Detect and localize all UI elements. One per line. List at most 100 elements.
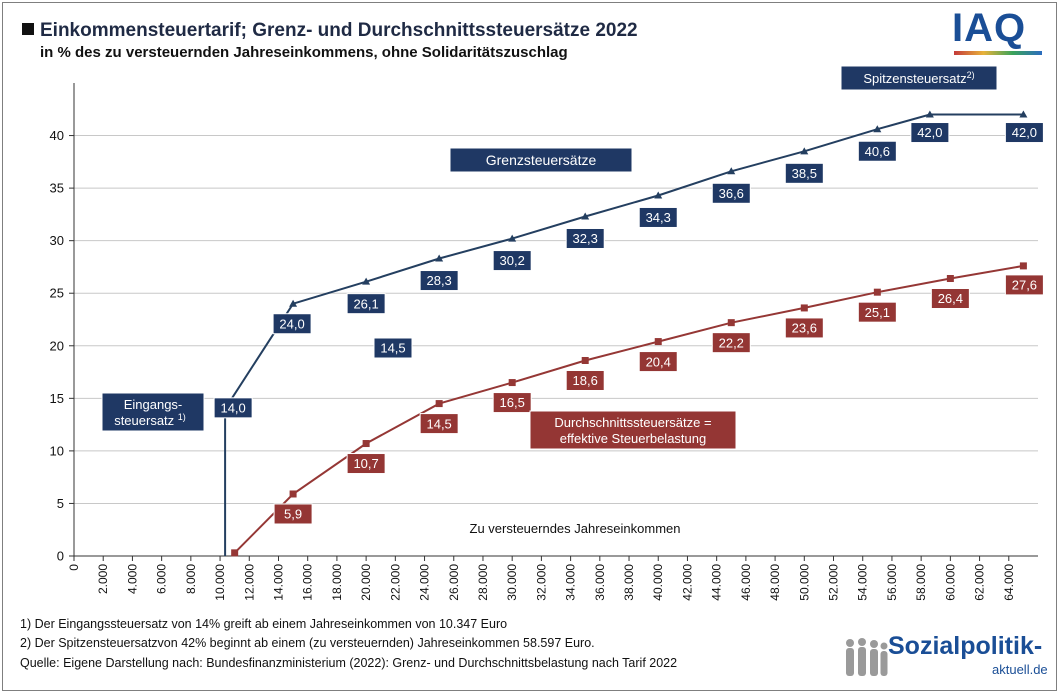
y-tick-label-25: 25 — [50, 286, 64, 301]
durchschnitt-value-label-8-text: 23,6 — [792, 321, 817, 336]
grenz-value-label-3-box — [346, 293, 386, 315]
durchschnitt-value-label-3: 14,5 — [419, 413, 459, 435]
durchschnitt-value-label-11: 27,6 — [1004, 274, 1044, 296]
grenz-value-label-12-box — [1004, 122, 1044, 144]
x-tick-label-22: 44.000 — [710, 564, 724, 601]
grenz-value-label-9-text: 38,5 — [792, 166, 817, 181]
x-tick-label-31: 62.000 — [973, 564, 987, 601]
x-tick-label-25: 50.000 — [797, 564, 811, 601]
grenz-value-label-9-box — [784, 162, 824, 184]
grenz-value-label-12: 42,0 — [1004, 122, 1044, 144]
grenz-value-label-6-text: 32,3 — [573, 231, 598, 246]
x-tick-label-17: 34.000 — [564, 564, 578, 601]
x-tick-label-1: 2.000 — [96, 564, 110, 594]
x-tick-label-11: 22.000 — [388, 564, 402, 601]
durchschnitt-value-label-5-text: 18,6 — [573, 373, 598, 388]
x-tick-label-19: 38.000 — [622, 564, 636, 601]
grenz-value-label-8-box — [711, 182, 751, 204]
eingang-label-line1: Eingangs- — [124, 397, 183, 412]
durchschnitt-marker-5 — [581, 356, 589, 364]
durchschnitt-value-label-3-text: 14,5 — [426, 416, 451, 431]
footnote-2: 2) Der Spitzensteuersatzvon 42% beginnt … — [20, 636, 595, 650]
durchschnitt-series-label: Durchschnittssteuersätze =effektive Steu… — [529, 410, 737, 450]
grenz-value-label-1-box — [213, 397, 253, 419]
durchschnitt-value-label-2: 10,7 — [346, 453, 386, 475]
grenz-value-label-1-text: 14,0 — [220, 401, 245, 416]
x-tick-label-15: 30.000 — [505, 564, 519, 601]
durchschnitt-value-label-10-box — [930, 288, 970, 310]
x-tick-label-5: 10.000 — [213, 564, 227, 601]
iaq-logo-underline — [954, 51, 1042, 55]
footnote-1: 1) Der Eingangssteuersatz von 14% greift… — [20, 617, 508, 631]
y-tick-label-5: 5 — [57, 496, 64, 511]
grenz-value-label-8-text: 36,6 — [719, 186, 744, 201]
x-tick-label-20: 40.000 — [651, 564, 665, 601]
durchschnitt-series-label-line2: effektive Steuerbelastung — [560, 431, 706, 446]
durchschnitt-value-label-9: 25,1 — [857, 301, 897, 323]
durchschnitt-marker-8 — [800, 304, 808, 312]
x-tick-label-3: 6.000 — [155, 564, 169, 594]
durchschnitt-marker-3 — [435, 400, 443, 408]
x-tick-label-18: 36.000 — [593, 564, 607, 601]
iaq-logo: IAQ — [952, 6, 1027, 50]
x-tick-label-27: 54.000 — [856, 564, 870, 601]
durchschnitt-value-label-9-text: 25,1 — [865, 305, 890, 320]
durchschnitt-marker-6 — [654, 338, 662, 346]
durchschnitt-value-label-7: 22,2 — [711, 332, 751, 354]
durchschnitt-series-label-line1: Durchschnittssteuersätze = — [554, 415, 711, 430]
durchschnitt-value-label-3-box — [419, 413, 459, 435]
x-tick-label-13: 26.000 — [447, 564, 461, 601]
grenz-marker-11 — [925, 110, 934, 118]
y-tick-label-30: 30 — [50, 233, 64, 248]
y-tick-label-20: 20 — [50, 338, 64, 353]
durchschnitt-value-label-1-text: 5,9 — [284, 507, 302, 522]
grenz-value-label-10: 40,6 — [857, 140, 897, 162]
spitzen-label-sup: 2) — [967, 70, 975, 80]
durchschnitt-marker-2 — [362, 440, 370, 448]
grenz-marker-3 — [362, 277, 371, 285]
durchschnitt-value-label-1-box — [273, 503, 313, 525]
durchschnitt-value-label-6-text: 20,4 — [646, 354, 671, 369]
x-tick-label-4: 8.000 — [184, 564, 198, 594]
durchschnitt-value-label-10: 26,4 — [930, 288, 970, 310]
grenz-value-label-4: 28,3 — [419, 270, 459, 292]
grenz-value-label-7-text: 34,3 — [646, 210, 671, 225]
grenz-value-label-6-box — [565, 227, 605, 249]
durchschnitt-marker-1 — [289, 490, 297, 498]
spitzen-label-box — [840, 65, 998, 91]
durchschnitt-marker-10 — [946, 275, 954, 283]
brand-name: Sozialpolitik- — [888, 632, 1043, 660]
grenz-series-label-box — [449, 147, 633, 173]
grenz-value-label-12-text: 42,0 — [1012, 125, 1037, 140]
grenz-value-label-11-text: 42,0 — [917, 125, 942, 140]
grenz-marker-9 — [800, 147, 809, 155]
x-tick-label-28: 56.000 — [885, 564, 899, 601]
durchschnitt-value-label-8: 23,6 — [784, 317, 824, 339]
durchschnitt-value-label-2-text: 10,7 — [353, 456, 378, 471]
x-tick-label-10: 20.000 — [359, 564, 373, 601]
durchschnitt-value-label-1: 5,9 — [273, 503, 313, 525]
grenz-marker-10 — [873, 125, 882, 133]
eingang-label-line2-main: steuersatz — [114, 413, 178, 428]
grenz-marker-6 — [581, 212, 590, 220]
durchschnitt-value-label-5-box — [565, 369, 605, 391]
x-tick-label-12: 24.000 — [418, 564, 432, 601]
durchschnitt-series-label-box — [529, 410, 737, 450]
durchschnitt-marker-11 — [1019, 262, 1027, 270]
y-tick-label-10: 10 — [50, 443, 64, 458]
durchschnitt-value-label-11-text: 27,6 — [1012, 278, 1037, 293]
eingang-label-box — [101, 392, 205, 432]
extra-value-label-text: 14,5 — [380, 341, 405, 356]
x-tick-label-0: 0 — [67, 564, 81, 571]
spitzen-label: Spitzensteuersatz2) — [840, 65, 998, 91]
x-tick-label-6: 12.000 — [242, 564, 256, 601]
people-icon — [846, 638, 888, 676]
grenz-value-label-4-text: 28,3 — [426, 273, 451, 288]
durchschnitt-value-label-11-box — [1004, 274, 1044, 296]
grenz-marker-5 — [508, 234, 517, 242]
grenz-marker-4 — [435, 254, 444, 262]
grenz-value-label-9: 38,5 — [784, 162, 824, 184]
grenz-marker-7 — [654, 191, 663, 199]
grenz-value-label-4-box — [419, 270, 459, 292]
